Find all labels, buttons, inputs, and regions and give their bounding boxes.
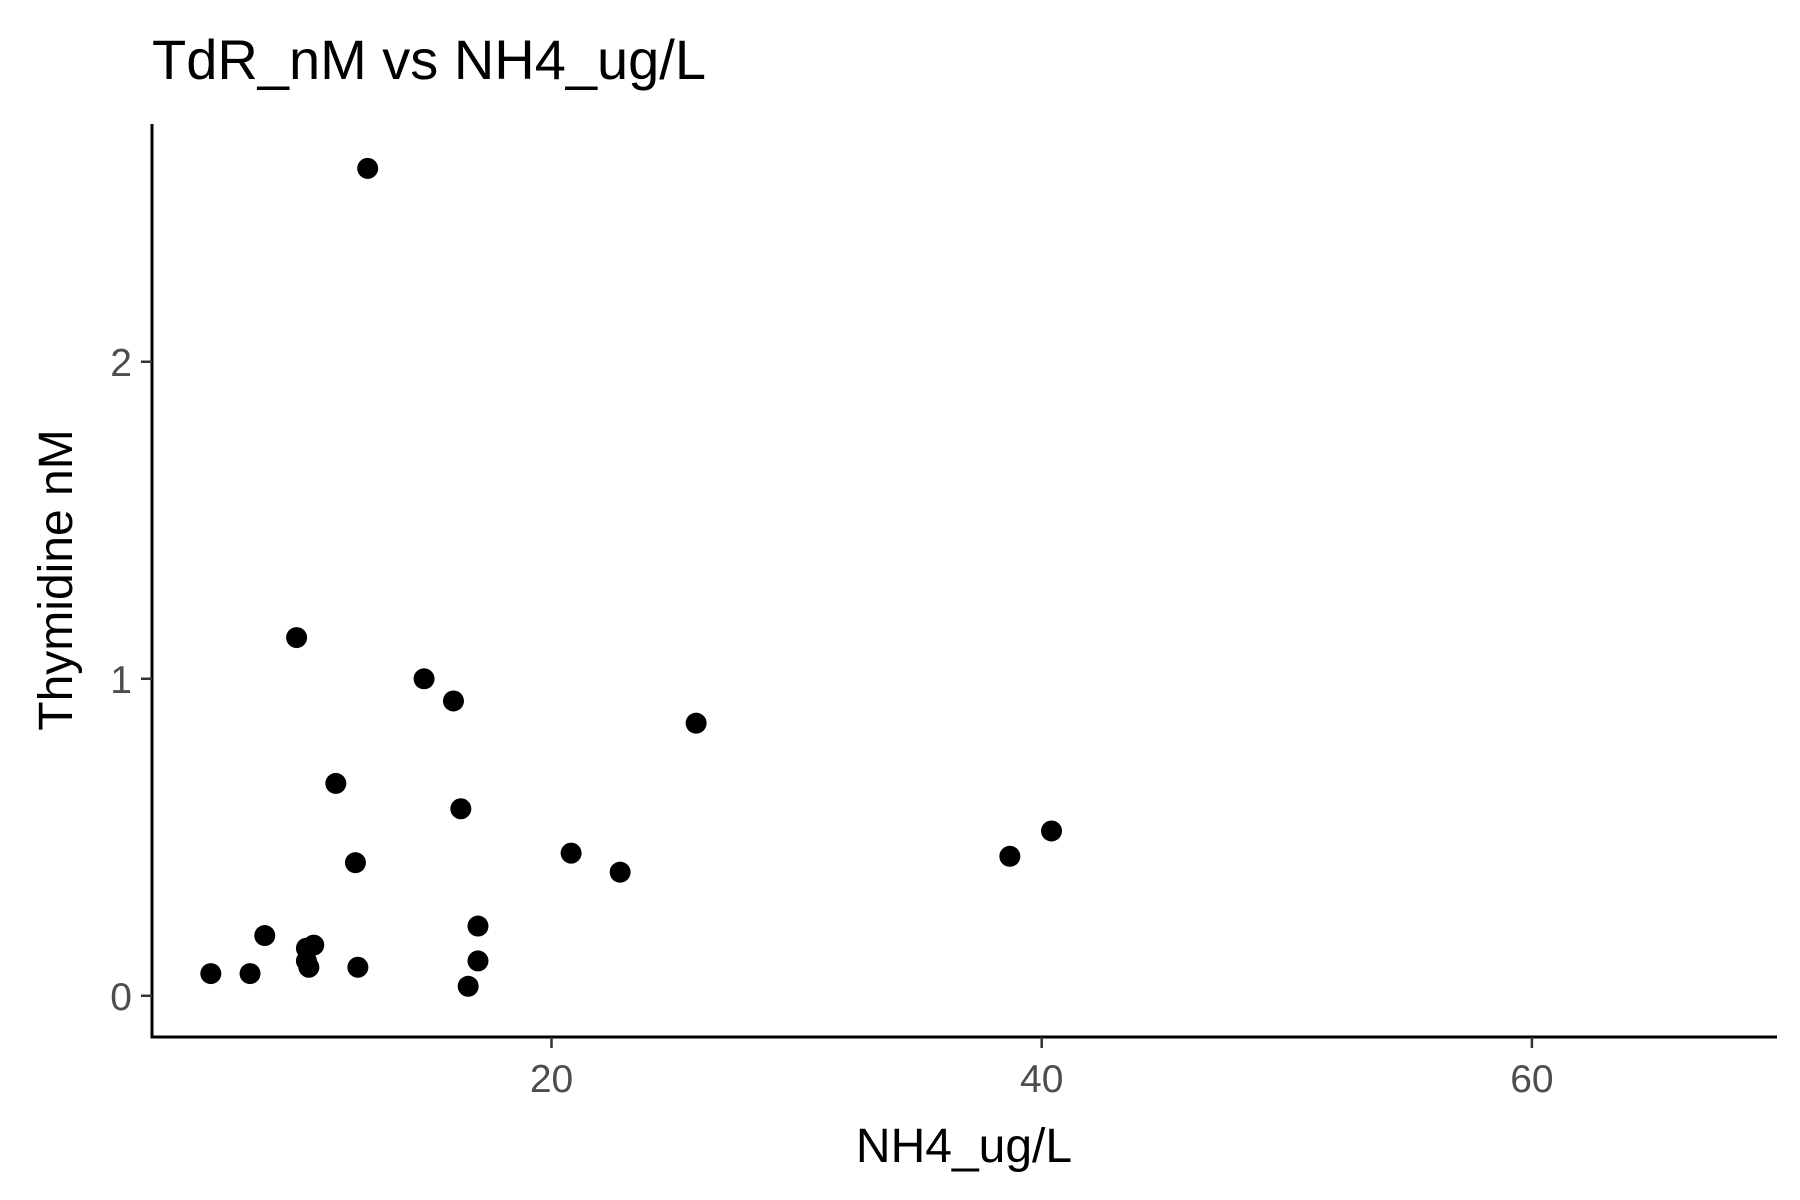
chart-title: TdR_nM vs NH4_ug/L — [152, 28, 706, 91]
y-axis-ticks: 0 1 2 — [110, 342, 152, 1019]
y-axis-title: Thymidine nM — [30, 429, 83, 730]
data-point — [685, 712, 707, 734]
data-point — [347, 956, 369, 978]
data-point — [609, 861, 631, 883]
data-point — [560, 842, 582, 864]
x-tick-label: 60 — [1510, 1058, 1553, 1101]
data-point — [442, 690, 464, 712]
x-axis-ticks: 20 40 60 — [530, 1037, 1554, 1101]
data-point — [413, 668, 435, 690]
y-tick-label: 2 — [110, 342, 132, 385]
x-tick-label: 40 — [1020, 1058, 1063, 1101]
data-point — [239, 963, 261, 985]
data-point — [450, 798, 472, 820]
data-point — [325, 772, 347, 794]
data-point — [467, 950, 489, 972]
x-tick-label: 20 — [530, 1058, 573, 1101]
y-tick-label: 1 — [110, 659, 132, 702]
x-axis-title: NH4_ug/L — [856, 1120, 1072, 1173]
data-point — [357, 157, 379, 179]
data-point — [999, 845, 1021, 867]
data-point — [254, 925, 276, 947]
data-points — [200, 157, 1063, 997]
axes — [150, 124, 1777, 1039]
y-tick-label: 0 — [110, 976, 132, 1019]
data-point — [298, 956, 320, 978]
data-point — [467, 915, 489, 937]
data-point — [286, 627, 308, 649]
data-point — [344, 852, 366, 874]
data-point — [457, 975, 479, 997]
data-point — [1041, 820, 1063, 842]
data-point — [200, 963, 222, 985]
